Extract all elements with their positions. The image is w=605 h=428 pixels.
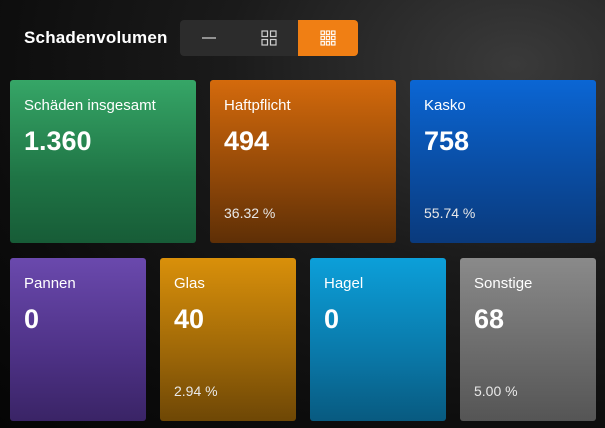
card-pannen[interactable]: Pannen 0 (10, 258, 146, 421)
grid-4-icon (260, 30, 277, 46)
card-value: 494 (224, 126, 270, 156)
card-value: 0 (324, 304, 340, 334)
card-label: Hagel (324, 275, 364, 292)
card-haftpflicht[interactable]: Haftpflicht 494 36.32 % (210, 80, 396, 243)
minus-icon (202, 37, 217, 39)
card-sonstige[interactable]: Sonstige 68 5.00 % (460, 258, 596, 421)
card-kasko[interactable]: Kasko 758 55.74 % (410, 80, 596, 243)
card-percentage: 5.00 % (474, 383, 518, 399)
card-label: Pannen (24, 275, 76, 292)
header: Schadenvolumen (24, 20, 358, 56)
card-glas[interactable]: Glas 40 2.94 % (160, 258, 296, 421)
card-label: Haftpflicht (224, 97, 291, 114)
list-view-button[interactable] (180, 20, 239, 56)
card-total-claims[interactable]: Schäden insgesamt 1.360 (10, 80, 196, 243)
grid-9-icon (320, 30, 336, 46)
card-hagel[interactable]: Hagel 0 (310, 258, 446, 421)
card-percentage: 55.74 % (424, 205, 476, 221)
card-label: Glas (174, 275, 205, 292)
card-percentage: 2.94 % (174, 383, 218, 399)
card-value: 1.360 (24, 126, 92, 156)
card-value: 758 (424, 126, 470, 156)
card-label: Schäden insgesamt (24, 97, 156, 114)
grid-4-view-button[interactable] (239, 20, 298, 56)
card-label: Kasko (424, 97, 466, 114)
card-value: 40 (174, 304, 205, 334)
card-percentage: 36.32 % (224, 205, 276, 221)
card-value: 0 (24, 304, 40, 334)
grid-9-view-button[interactable] (298, 20, 358, 56)
page-title: Schadenvolumen (24, 28, 168, 47)
card-value: 68 (474, 304, 505, 334)
card-label: Sonstige (474, 275, 533, 292)
view-toggle (179, 20, 358, 56)
